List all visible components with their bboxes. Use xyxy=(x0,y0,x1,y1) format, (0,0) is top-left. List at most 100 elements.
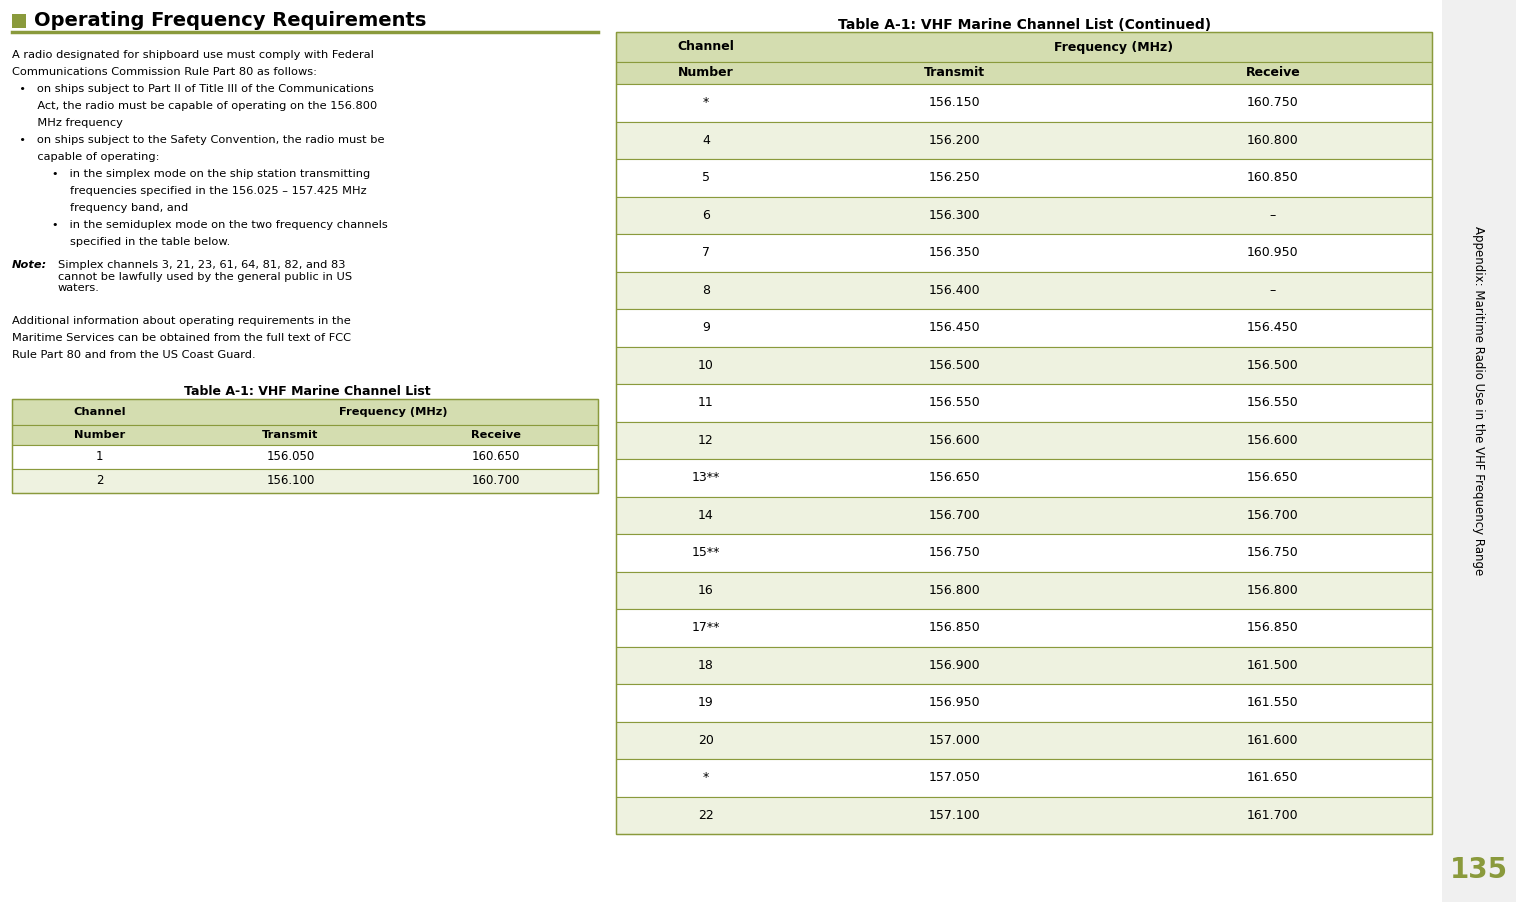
Text: 11: 11 xyxy=(697,396,714,410)
Text: 12: 12 xyxy=(697,434,714,446)
Bar xyxy=(615,572,1433,609)
Text: 157.100: 157.100 xyxy=(929,809,981,822)
Text: Receive: Receive xyxy=(470,430,520,440)
Text: 17**: 17** xyxy=(691,621,720,634)
Text: 8: 8 xyxy=(702,284,709,297)
Bar xyxy=(615,197,1433,234)
Bar xyxy=(1442,0,1516,902)
Text: 156.200: 156.200 xyxy=(929,133,981,147)
Bar xyxy=(615,32,1433,834)
Text: 160.950: 160.950 xyxy=(1248,246,1299,259)
Text: 9: 9 xyxy=(702,321,709,335)
Text: 156.900: 156.900 xyxy=(929,658,981,672)
Text: specified in the table below.: specified in the table below. xyxy=(12,237,230,247)
Text: 156.800: 156.800 xyxy=(929,584,981,597)
Text: 1: 1 xyxy=(96,450,103,464)
Text: 157.000: 157.000 xyxy=(929,733,981,747)
Text: 16: 16 xyxy=(697,584,714,597)
Text: 5: 5 xyxy=(702,171,709,184)
Text: 156.400: 156.400 xyxy=(929,284,981,297)
Text: 160.850: 160.850 xyxy=(1248,171,1299,184)
Text: 156.700: 156.700 xyxy=(1248,509,1299,521)
Text: 156.550: 156.550 xyxy=(1248,396,1299,410)
Bar xyxy=(615,796,1433,834)
Bar xyxy=(615,159,1433,197)
Text: 156.600: 156.600 xyxy=(1248,434,1299,446)
Text: Channel: Channel xyxy=(678,41,734,53)
Text: •   on ships subject to Part II of Title III of the Communications: • on ships subject to Part II of Title I… xyxy=(12,84,374,94)
Text: 7: 7 xyxy=(702,246,709,259)
Bar xyxy=(615,421,1433,459)
Text: Transmit: Transmit xyxy=(262,430,318,440)
Text: Additional information about operating requirements in the: Additional information about operating r… xyxy=(12,316,350,326)
Text: 156.250: 156.250 xyxy=(929,171,981,184)
Text: 161.600: 161.600 xyxy=(1248,733,1299,747)
Text: Number: Number xyxy=(74,430,126,440)
Text: Appendix: Maritime Radio Use in the VHF Frequency Range: Appendix: Maritime Radio Use in the VHF … xyxy=(1472,226,1486,575)
Text: 161.550: 161.550 xyxy=(1248,696,1299,709)
Text: Table A-1: VHF Marine Channel List (Continued): Table A-1: VHF Marine Channel List (Cont… xyxy=(837,18,1211,32)
Bar xyxy=(615,496,1433,534)
Text: 156.850: 156.850 xyxy=(1248,621,1299,634)
Text: 156.150: 156.150 xyxy=(929,97,981,109)
Text: –: – xyxy=(1270,284,1276,297)
Text: 156.100: 156.100 xyxy=(267,474,315,487)
Bar xyxy=(615,272,1433,309)
Bar xyxy=(12,399,599,425)
Text: 161.650: 161.650 xyxy=(1248,771,1299,784)
Text: Communications Commission Rule Part 80 as follows:: Communications Commission Rule Part 80 a… xyxy=(12,67,317,77)
Text: –: – xyxy=(1270,208,1276,222)
Text: 6: 6 xyxy=(702,208,709,222)
Text: 2: 2 xyxy=(96,474,103,487)
Text: 156.500: 156.500 xyxy=(929,359,981,372)
Text: A radio designated for shipboard use must comply with Federal: A radio designated for shipboard use mus… xyxy=(12,50,374,60)
Text: 156.950: 156.950 xyxy=(929,696,981,709)
Text: 20: 20 xyxy=(697,733,714,747)
Text: 156.650: 156.650 xyxy=(929,471,981,484)
Text: Simplex channels 3, 21, 23, 61, 64, 81, 82, and 83
cannot be lawfully used by th: Simplex channels 3, 21, 23, 61, 64, 81, … xyxy=(58,260,352,293)
Bar xyxy=(615,684,1433,722)
Text: 157.050: 157.050 xyxy=(929,771,981,784)
Text: 13**: 13** xyxy=(691,471,720,484)
Text: Act, the radio must be capable of operating on the 156.800: Act, the radio must be capable of operat… xyxy=(12,101,377,111)
Text: 161.700: 161.700 xyxy=(1248,809,1299,822)
Text: 160.750: 160.750 xyxy=(1248,97,1299,109)
Text: 156.750: 156.750 xyxy=(1248,547,1299,559)
Text: 156.450: 156.450 xyxy=(929,321,981,335)
Text: *: * xyxy=(703,97,709,109)
Bar xyxy=(615,722,1433,759)
Text: •   on ships subject to the Safety Convention, the radio must be: • on ships subject to the Safety Convent… xyxy=(12,135,385,145)
Text: 10: 10 xyxy=(697,359,714,372)
Bar xyxy=(615,62,1433,84)
Text: Operating Frequency Requirements: Operating Frequency Requirements xyxy=(33,11,426,30)
Text: 160.650: 160.650 xyxy=(471,450,520,464)
Text: Receive: Receive xyxy=(1246,67,1301,79)
Text: 156.050: 156.050 xyxy=(267,450,314,464)
Text: 160.800: 160.800 xyxy=(1248,133,1299,147)
Bar xyxy=(615,234,1433,272)
Bar xyxy=(615,384,1433,421)
Text: 156.500: 156.500 xyxy=(1248,359,1299,372)
Text: 156.700: 156.700 xyxy=(929,509,981,521)
Text: 156.600: 156.600 xyxy=(929,434,981,446)
Text: 156.350: 156.350 xyxy=(929,246,981,259)
Bar xyxy=(12,14,26,28)
Bar xyxy=(615,759,1433,796)
Text: Note:: Note: xyxy=(12,260,47,270)
Text: capable of operating:: capable of operating: xyxy=(12,152,159,162)
Text: 156.300: 156.300 xyxy=(929,208,981,222)
Bar xyxy=(615,647,1433,684)
Text: Table A-1: VHF Marine Channel List: Table A-1: VHF Marine Channel List xyxy=(183,385,431,398)
Text: 160.700: 160.700 xyxy=(471,474,520,487)
Text: 14: 14 xyxy=(697,509,714,521)
Text: Rule Part 80 and from the US Coast Guard.: Rule Part 80 and from the US Coast Guard… xyxy=(12,350,256,360)
Text: 4: 4 xyxy=(702,133,709,147)
Bar xyxy=(615,122,1433,159)
Text: 135: 135 xyxy=(1449,856,1508,884)
Text: 22: 22 xyxy=(697,809,714,822)
Text: 156.750: 156.750 xyxy=(929,547,981,559)
Text: 156.450: 156.450 xyxy=(1248,321,1299,335)
Text: *: * xyxy=(703,771,709,784)
Text: MHz frequency: MHz frequency xyxy=(12,118,123,128)
Text: 156.800: 156.800 xyxy=(1248,584,1299,597)
